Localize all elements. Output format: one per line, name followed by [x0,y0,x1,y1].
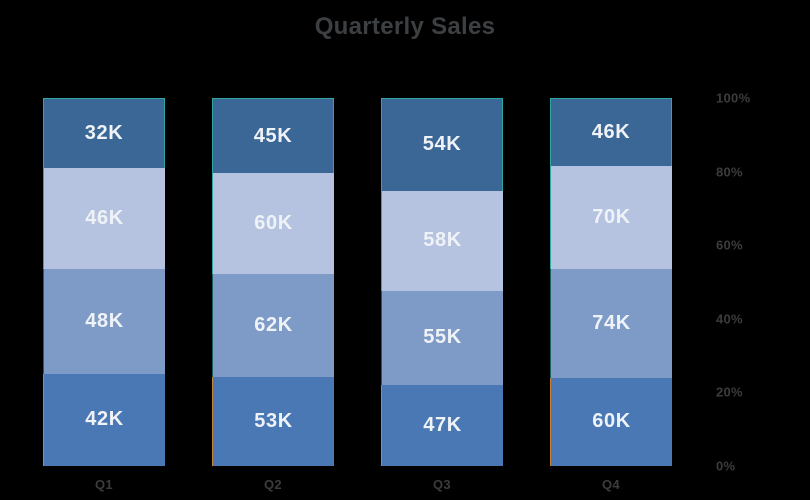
segment-value-label: 74K [592,311,631,334]
y-tick-label: 40% [716,311,743,327]
segment-value-label: 47K [423,414,462,437]
segment-value-label: 45K [253,124,293,147]
bar-segment-upper-middle[interactable]: 70K [550,165,672,269]
x-tick-label: Q1 [95,477,113,492]
segment-value-label: 55K [423,326,462,349]
segment-value-label: 46K [591,120,631,143]
bar-segment-lower-middle[interactable]: 62K [212,273,334,378]
y-tick-label: 0% [716,458,736,474]
bar-segment-bottom[interactable]: 60K [550,377,672,466]
segment-value-label: 53K [254,410,293,433]
bar-segment-bottom[interactable]: 53K [212,377,334,466]
segment-value-label: 58K [423,229,462,252]
segment-value-label: 60K [254,211,293,234]
segment-value-label: 48K [85,309,124,332]
bar-segment-upper-middle[interactable]: 58K [381,190,503,291]
segment-value-label: 54K [422,133,462,156]
y-tick-label: 80% [716,164,743,180]
bar-q2: 45K 60K 62K 53K [212,98,334,466]
segment-value-label: 46K [85,206,124,229]
bar-segment-top[interactable]: 46K [550,98,672,166]
x-tick-label: Q2 [264,477,282,492]
y-tick-label: 100% [716,90,751,106]
bar-segment-bottom[interactable]: 42K [43,373,165,466]
bar-segment-top[interactable]: 54K [381,98,503,191]
segment-value-label: 62K [254,313,293,336]
chart-title: Quarterly Sales [314,13,496,40]
segment-value-label: 70K [592,205,631,228]
bar-segment-lower-middle[interactable]: 74K [550,268,672,378]
bar-segment-bottom[interactable]: 47K [381,385,503,466]
x-tick-label: Q4 [602,477,620,492]
y-tick-label: 20% [716,384,743,400]
segment-value-label: 60K [592,410,631,433]
segment-value-label: 42K [85,408,124,431]
x-tick-label: Q3 [433,477,451,492]
bar-q1: 32K 46K 48K 42K [43,98,165,466]
bar-segment-upper-middle[interactable]: 60K [212,173,334,274]
bar-segment-top[interactable]: 45K [212,98,334,174]
y-tick-label: 60% [716,237,743,253]
bar-segment-lower-middle[interactable]: 48K [43,268,165,374]
bar-segment-top[interactable]: 32K [43,98,165,169]
segment-value-label: 32K [84,122,124,145]
bar-segment-upper-middle[interactable]: 46K [43,168,165,269]
bar-segment-lower-middle[interactable]: 55K [381,290,503,386]
bar-q4: 46K 70K 74K 60K [550,98,672,466]
bar-q3: 54K 58K 55K 47K [381,98,503,466]
